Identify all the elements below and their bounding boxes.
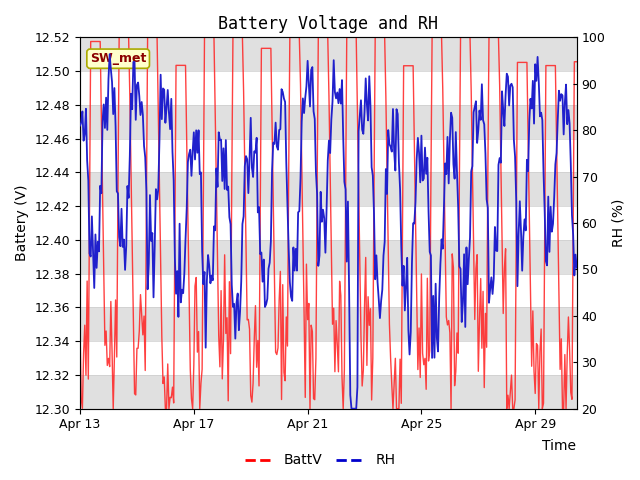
Text: SW_met: SW_met xyxy=(90,52,147,65)
Y-axis label: RH (%): RH (%) xyxy=(611,199,625,247)
Bar xyxy=(80,71,577,105)
Bar xyxy=(80,206,577,240)
Y-axis label: Battery (V): Battery (V) xyxy=(15,185,29,261)
Bar xyxy=(80,274,577,307)
Legend: BattV, RH: BattV, RH xyxy=(239,448,401,473)
Text: Time: Time xyxy=(542,439,576,453)
Title: Battery Voltage and RH: Battery Voltage and RH xyxy=(218,15,438,33)
Bar xyxy=(80,341,577,375)
Bar xyxy=(80,139,577,172)
